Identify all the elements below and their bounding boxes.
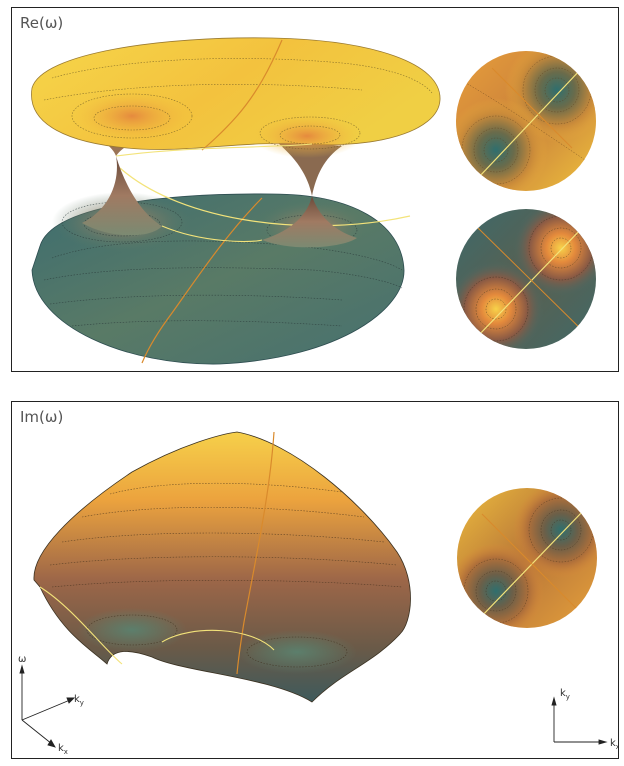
im-line-orange: [236, 431, 275, 675]
upper-line-yellow: [115, 143, 313, 157]
axes-2d: [551, 696, 608, 745]
cone-left: [82, 156, 162, 236]
cone-right: [262, 196, 357, 248]
lower-line-orange: [141, 197, 263, 364]
axis-ky-label-2d: ky: [560, 688, 570, 701]
upper-contours: [43, 58, 433, 150]
im-contours: [49, 482, 403, 668]
axis-kx-label-3d: kx: [58, 743, 68, 756]
im-valley-left: [77, 608, 187, 652]
axes-3d: [19, 664, 76, 748]
axis-omega-label: ω: [18, 654, 26, 665]
upper-dip-left: [72, 90, 192, 142]
im-line-yellow-arc: [161, 629, 275, 651]
im-valley-right: [237, 630, 357, 674]
re-omega-figure: [31, 37, 596, 365]
upper-line-orange: [201, 39, 283, 151]
im-dome-surface: [33, 431, 411, 703]
im-density-disk: [457, 488, 597, 628]
re-omega-panel: Re(ω): [11, 7, 619, 372]
lower-rim-yellow: [161, 225, 263, 243]
im-line-yellow: [39, 586, 123, 665]
re-omega-label: Re(ω): [20, 14, 64, 32]
re-upper-density-disk: [456, 51, 596, 191]
axis-kx-label-2d: kx: [610, 738, 618, 751]
re-lower-density-disk: [456, 209, 596, 349]
im-omega-label: Im(ω): [20, 408, 64, 426]
im-omega-figure: ω ky kx ky kx: [18, 431, 618, 756]
upper-dip-right: [252, 114, 362, 158]
axis-ky-label-3d: ky: [74, 694, 84, 707]
lower-line-yellow: [119, 167, 411, 227]
im-omega-panel: Im(ω): [11, 401, 619, 759]
